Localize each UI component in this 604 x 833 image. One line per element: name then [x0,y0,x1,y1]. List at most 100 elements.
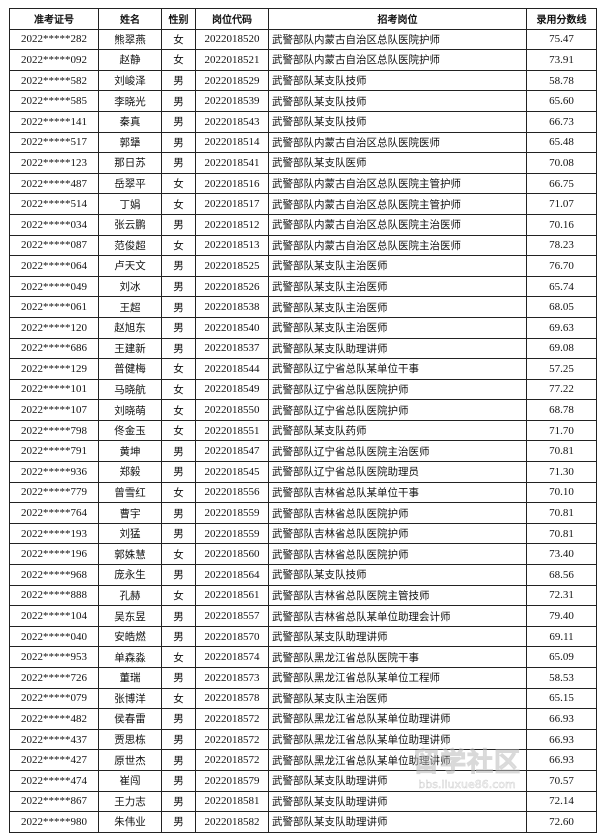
cell-position: 武警部队内蒙古自治区总队医院主管护师 [268,193,527,215]
cell-name: 李晓光 [98,90,162,112]
cell-exam-id: 2022*****514 [9,193,99,215]
cell-position-code: 2022018526 [195,275,269,298]
cell-score: 58.53 [526,667,597,689]
cell-position-code: 2022018543 [195,110,269,133]
cell-name: 赵静 [98,49,162,71]
cell-name: 秦真 [98,110,162,133]
cell-name: 崔闯 [98,769,162,792]
cell-position-code: 2022018544 [195,358,269,380]
cell-position: 武警部队黑龙江省总队医院干事 [268,646,527,668]
cell-gender: 男 [161,90,196,112]
cell-position-code: 2022018539 [195,90,269,112]
cell-exam-id: 2022*****791 [9,440,99,463]
cell-exam-id: 2022*****061 [9,296,99,318]
table-row: 2022*****104 吴东昱男 2022018557 武警部队吉林省总队某单位助理… [9,605,597,627]
cell-score: 68.78 [526,399,597,421]
cell-position-code: 2022018579 [195,769,269,792]
cell-position: 武警部队某支队助理讲师 [268,625,527,648]
cell-name: 那日苏 [98,152,162,174]
cell-score: 66.93 [526,749,597,771]
cell-exam-id: 2022*****936 [9,461,99,483]
header-position-code: 岗位代码 [195,8,269,30]
cell-name: 安皓燃 [98,625,162,648]
cell-score: 70.81 [526,440,597,463]
cell-position-code: 2022018537 [195,337,269,360]
cell-exam-id: 2022*****474 [9,769,99,792]
cell-gender: 女 [161,646,196,668]
cell-position: 武警部队某支队技师 [268,110,527,133]
cell-position: 武警部队辽宁省总队医院护师 [268,399,527,421]
cell-score: 68.56 [526,564,597,586]
cell-position: 武警部队内蒙古自治区总队医院主治医师 [268,213,527,236]
cell-score: 72.60 [526,811,597,833]
cell-name: 王力志 [98,790,162,813]
cell-score: 70.57 [526,769,597,792]
table-row: 2022*****079 张博洋女 2022018578 武警部队某支队主治医师 65.… [9,687,597,710]
cell-position: 武警部队辽宁省总队医院主治医师 [268,440,527,463]
table-row: 2022*****064 卢天文男 2022018525 武警部队某支队主治医师 76.… [9,255,597,277]
table-row: 2022*****040 安皓燃男 2022018570 武警部队某支队助理讲师 69.… [9,625,597,648]
cell-position: 武警部队辽宁省总队某单位干事 [268,358,527,380]
table-row: 2022*****123 那日苏男 2022018541 武警部队某支队医师 70.08 [9,152,597,174]
cell-gender: 男 [161,296,196,318]
cell-gender: 男 [161,811,196,833]
cell-position: 武警部队某支队主治医师 [268,316,527,339]
cell-position-code: 2022018545 [195,461,269,483]
cell-position-code: 2022018581 [195,790,269,813]
cell-exam-id: 2022*****726 [9,667,99,689]
cell-exam-id: 2022*****064 [9,255,99,277]
header-exam-id: 准考证号 [9,8,99,30]
cell-score: 78.23 [526,234,597,257]
cell-position: 武警部队吉林省总队医院主管技师 [268,584,527,607]
cell-score: 76.70 [526,255,597,277]
table-row: 2022*****764 曹宇男 2022018559 武警部队吉林省总队医院护师 70… [9,502,597,524]
table-row: 2022*****779 曾雪红女 2022018556 武警部队吉林省总队某单位干事… [9,481,597,504]
cell-exam-id: 2022*****888 [9,584,99,607]
cell-position-code: 2022018540 [195,316,269,339]
cell-exam-id: 2022*****517 [9,131,99,154]
table-row: 2022*****437 贾思栋男 2022018572 武警部队黑龙江省总队某单位助… [9,728,597,751]
cell-exam-id: 2022*****867 [9,790,99,813]
cell-position-code: 2022018574 [195,646,269,668]
cell-gender: 男 [161,440,196,463]
table-row: 2022*****092 赵静女 2022018521 武警部队内蒙古自治区总队医院护… [9,49,597,71]
cell-score: 70.81 [526,502,597,524]
cell-exam-id: 2022*****764 [9,502,99,524]
cell-score: 71.30 [526,461,597,483]
cell-position-code: 2022018559 [195,522,269,545]
cell-score: 73.40 [526,543,597,566]
cell-name: 吴东昱 [98,605,162,627]
cell-name: 卢天文 [98,255,162,277]
cell-gender: 女 [161,193,196,215]
cell-position: 武警部队吉林省总队医院护师 [268,502,527,524]
cell-gender: 男 [161,522,196,545]
cell-name: 刘冰 [98,275,162,298]
cell-score: 65.74 [526,275,597,298]
table-row: 2022*****120 赵旭东男 2022018540 武警部队某支队主治医师 69.… [9,316,597,339]
cell-score: 72.14 [526,790,597,813]
cell-position: 武警部队内蒙古自治区总队医院护师 [268,28,527,51]
cell-position-code: 2022018564 [195,564,269,586]
cell-exam-id: 2022*****585 [9,90,99,112]
cell-score: 71.70 [526,419,597,442]
table-row: 2022*****049 刘冰男 2022018526 武警部队某支队主治医师 65.7… [9,275,597,298]
cell-position: 武警部队某支队医师 [268,152,527,174]
cell-score: 66.73 [526,110,597,133]
cell-name: 刘峻泽 [98,69,162,92]
table-row: 2022*****141 秦真男 2022018543 武警部队某支队技师 66.73 [9,110,597,133]
cell-gender: 男 [161,255,196,277]
cell-name: 侯春雷 [98,708,162,730]
cell-gender: 男 [161,728,196,751]
cell-position: 武警部队内蒙古自治区总队医院医师 [268,131,527,154]
cell-name: 刘晓萌 [98,399,162,421]
cell-position-code: 2022018582 [195,811,269,833]
cell-position-code: 2022018520 [195,28,269,51]
cell-exam-id: 2022*****427 [9,749,99,771]
cell-gender: 女 [161,49,196,71]
cell-score: 75.47 [526,28,597,51]
cell-score: 71.07 [526,193,597,215]
cell-score: 57.25 [526,358,597,380]
table-row: 2022*****107 刘晓萌女 2022018550 武警部队辽宁省总队医院护师 6… [9,399,597,421]
cell-exam-id: 2022*****087 [9,234,99,257]
cell-position: 武警部队某支队技师 [268,90,527,112]
